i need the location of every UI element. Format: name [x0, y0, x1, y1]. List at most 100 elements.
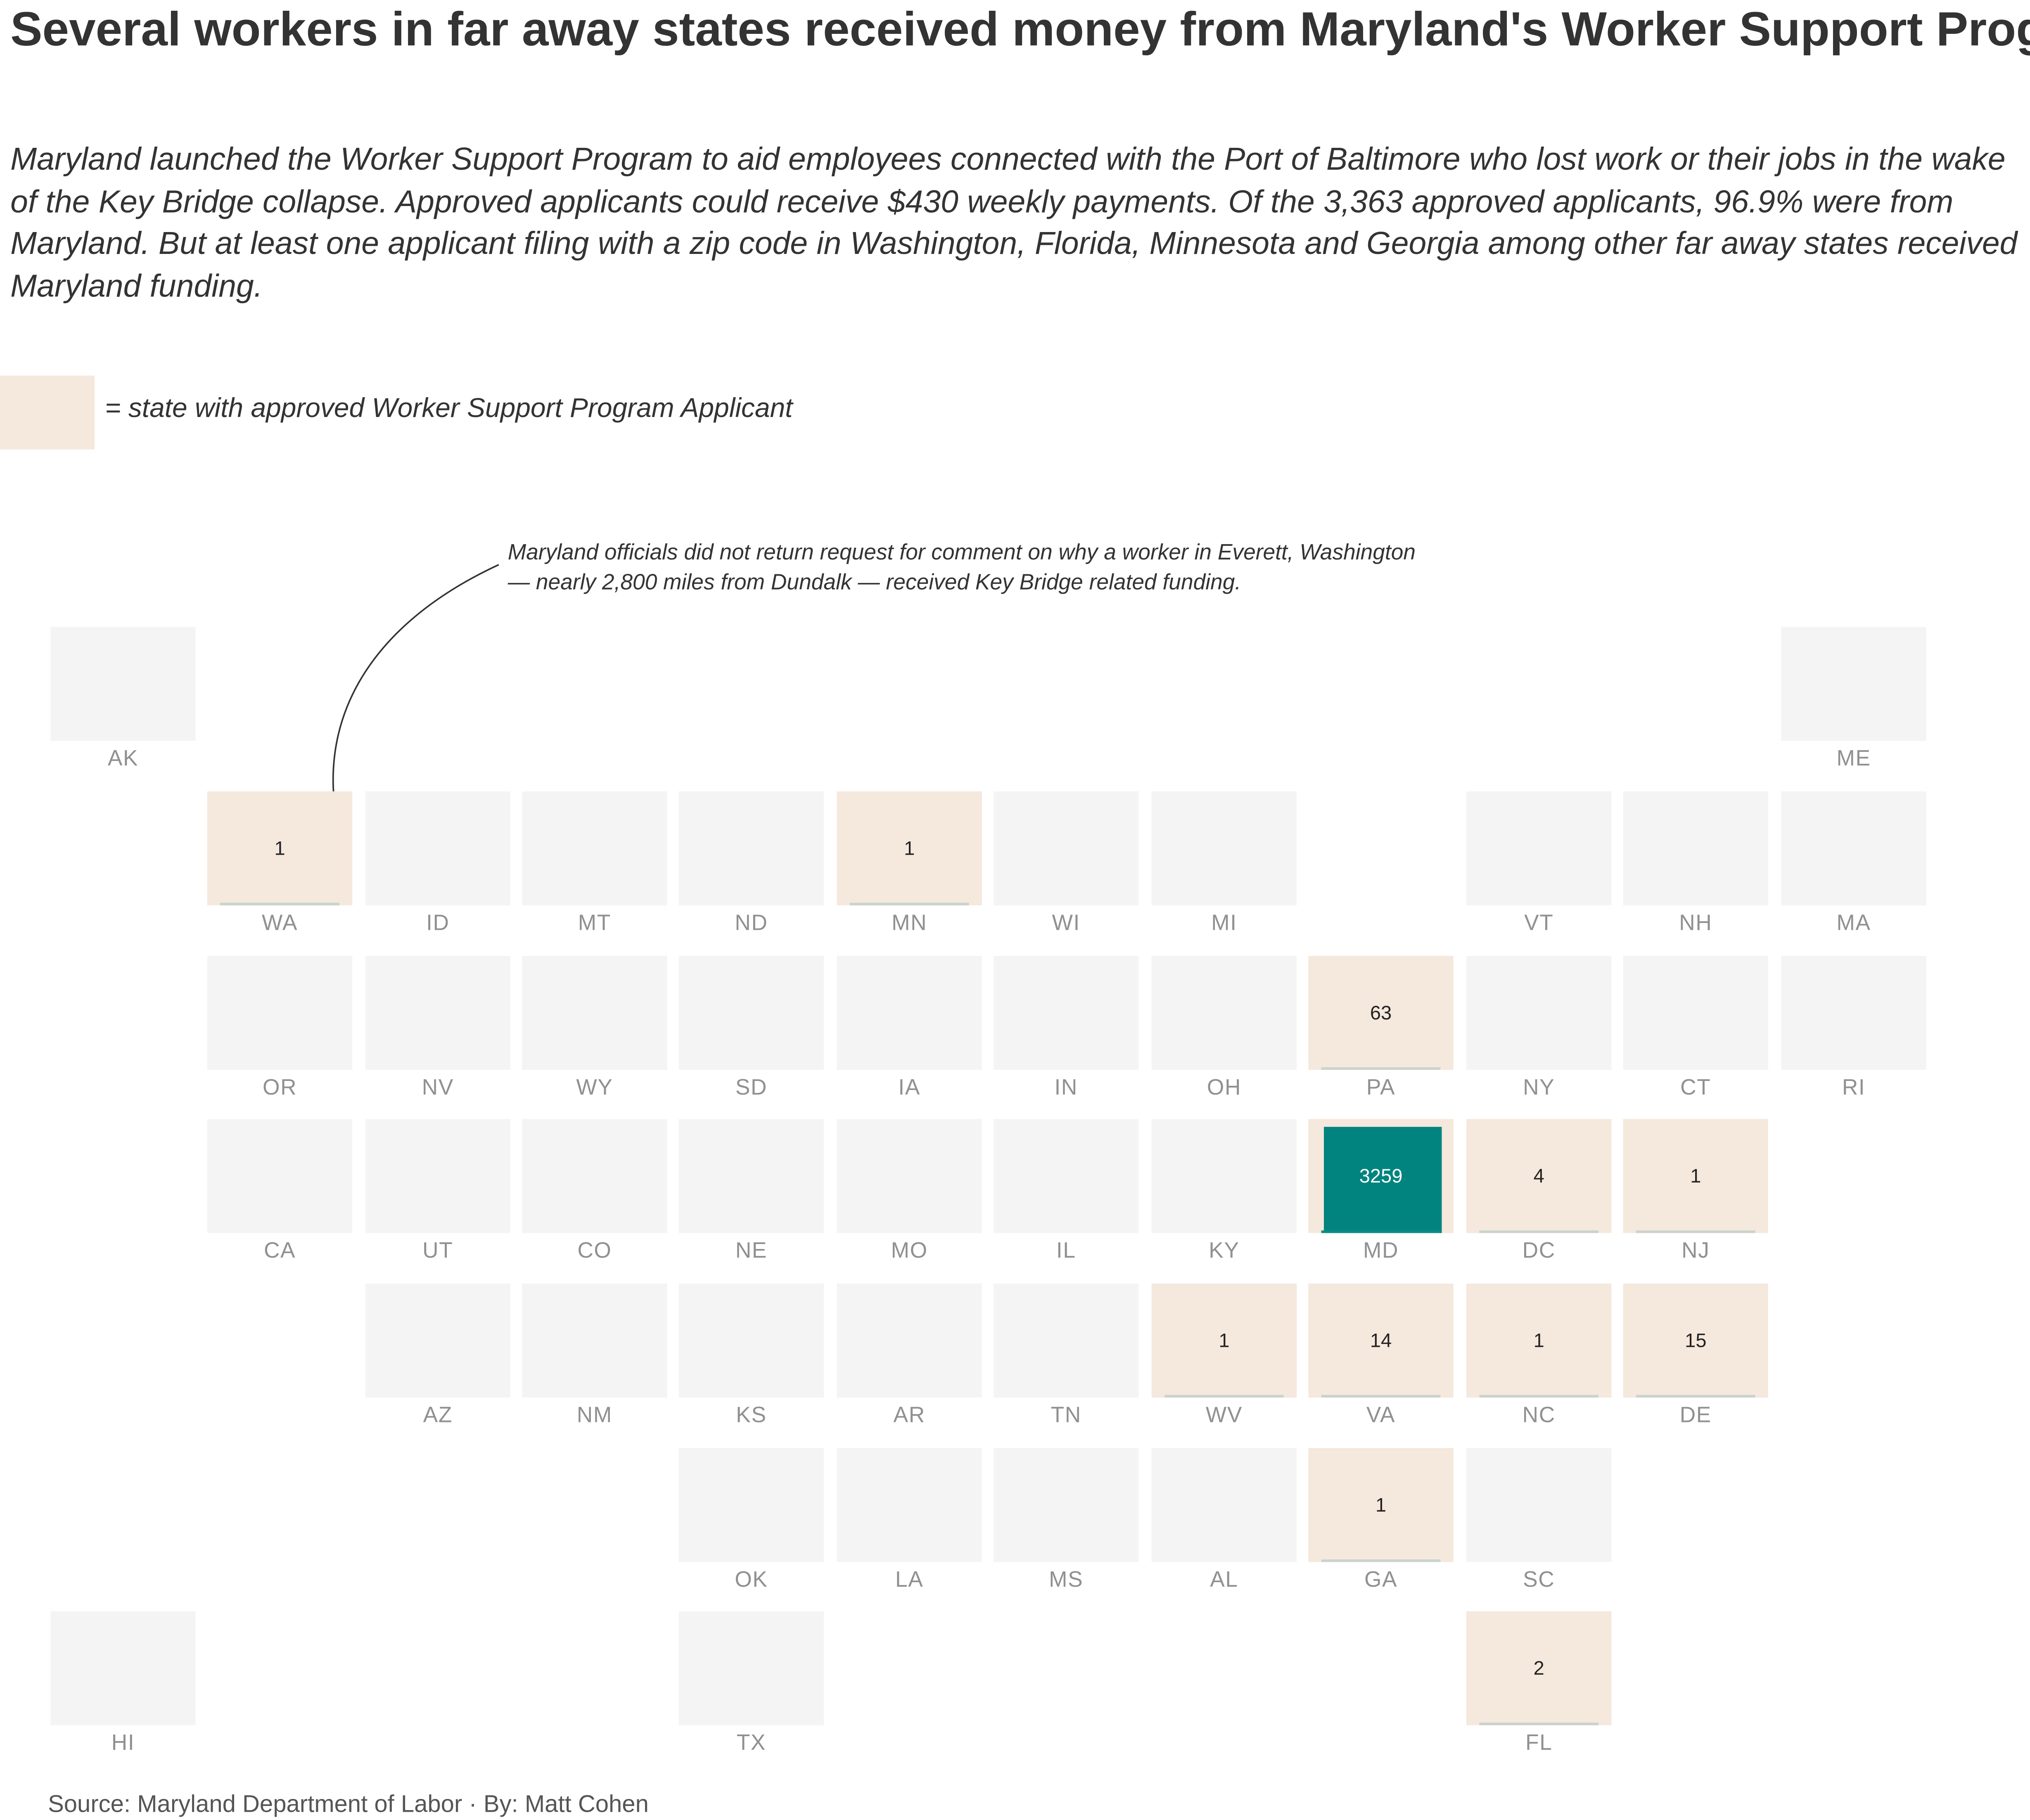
state-tile-sd: [678, 956, 824, 1070]
state-tile-ak: [50, 627, 196, 741]
state-label-me: ME: [1836, 746, 1871, 771]
state-tile-ne: [678, 1119, 824, 1233]
state-tile-de: 15: [1623, 1283, 1769, 1398]
state-tile-nj: 1: [1623, 1119, 1769, 1233]
state-label-wi: WI: [1052, 910, 1080, 935]
state-tile-ia: [837, 956, 982, 1070]
state-tile-ar: [837, 1283, 982, 1398]
state-tile-ut: [365, 1119, 510, 1233]
state-label-nd: ND: [735, 910, 768, 935]
annotation-text: Maryland officials did not return reques…: [508, 540, 1416, 595]
state-tile-nm: [522, 1283, 667, 1398]
state-tile-pa: 63: [1308, 956, 1454, 1070]
state-label-ut: UT: [422, 1238, 453, 1263]
state-tile-mo: [837, 1119, 982, 1233]
state-label-ct: CT: [1680, 1075, 1711, 1100]
state-tile-vt: [1466, 791, 1612, 905]
state-fill-md: [1324, 1127, 1442, 1233]
state-tile-il: [994, 1119, 1139, 1233]
state-label-dc: DC: [1522, 1238, 1556, 1263]
state-value-de: 15: [1685, 1329, 1707, 1352]
state-label-pa: PA: [1366, 1075, 1396, 1100]
state-label-mo: MO: [891, 1238, 928, 1263]
state-label-co: CO: [577, 1238, 612, 1263]
state-tile-ma: [1781, 791, 1926, 905]
state-tile-al: [1151, 1448, 1297, 1562]
state-tile-ca: [207, 1119, 353, 1233]
state-tile-tn: [994, 1283, 1139, 1398]
legend-swatch: [0, 375, 95, 450]
state-label-nh: NH: [1679, 910, 1712, 935]
state-tile-ri: [1781, 956, 1926, 1070]
source-credit: Source: Maryland Department of Labor · B…: [48, 1790, 649, 1818]
state-label-ms: MS: [1049, 1567, 1084, 1592]
state-tile-tx: [678, 1611, 824, 1725]
state-tile-id: [365, 791, 510, 905]
state-tile-fl: 2: [1466, 1611, 1612, 1725]
state-label-tx: TX: [736, 1730, 766, 1755]
state-value-wv: 1: [1219, 1329, 1230, 1352]
state-value-va: 14: [1370, 1329, 1392, 1352]
state-value-nj: 1: [1690, 1165, 1701, 1187]
state-tile-va: 14: [1308, 1283, 1454, 1398]
state-label-id: ID: [426, 910, 450, 935]
state-label-md: MD: [1363, 1238, 1399, 1263]
state-tile-ok: [678, 1448, 824, 1562]
state-value-mn: 1: [904, 837, 915, 860]
state-bar-md: [1321, 1230, 1441, 1233]
state-label-mi: MI: [1211, 910, 1237, 935]
state-label-mn: MN: [892, 910, 927, 935]
state-tile-or: [207, 956, 353, 1070]
state-label-or: OR: [263, 1075, 297, 1100]
state-tile-mn: 1: [837, 791, 982, 905]
state-tile-ny: [1466, 956, 1612, 1070]
state-tile-la: [837, 1448, 982, 1562]
state-tile-wy: [522, 956, 667, 1070]
state-label-ny: NY: [1523, 1075, 1555, 1100]
state-tile-mt: [522, 791, 667, 905]
state-tile-ct: [1623, 956, 1769, 1070]
state-label-ks: KS: [736, 1403, 767, 1427]
state-label-de: DE: [1679, 1403, 1712, 1427]
state-bar-wa: [220, 903, 339, 905]
state-value-fl: 2: [1533, 1657, 1544, 1680]
state-tile-dc: 4: [1466, 1119, 1612, 1233]
state-label-ri: RI: [1842, 1075, 1866, 1100]
state-label-oh: OH: [1207, 1075, 1242, 1100]
state-bar-va: [1321, 1395, 1441, 1398]
state-label-ky: KY: [1209, 1238, 1240, 1263]
state-label-la: LA: [895, 1567, 924, 1592]
state-label-nc: NC: [1522, 1403, 1556, 1427]
state-tile-wv: 1: [1151, 1283, 1297, 1398]
state-label-ma: MA: [1836, 910, 1871, 935]
state-label-ca: CA: [263, 1238, 296, 1263]
state-label-ar: AR: [893, 1403, 925, 1427]
state-tile-co: [522, 1119, 667, 1233]
state-label-sc: SC: [1523, 1567, 1555, 1592]
state-label-il: IL: [1056, 1238, 1076, 1263]
state-label-ga: GA: [1364, 1567, 1398, 1592]
state-tile-wa: 1: [207, 791, 353, 905]
state-bar-mn: [849, 903, 969, 905]
state-tile-mi: [1151, 791, 1297, 905]
state-tile-in: [994, 956, 1139, 1070]
legend-label: = state with approved Worker Support Pro…: [105, 393, 793, 424]
state-tile-ga: 1: [1308, 1448, 1454, 1562]
state-tile-ks: [678, 1283, 824, 1398]
state-label-tn: TN: [1051, 1403, 1081, 1427]
state-bar-fl: [1479, 1723, 1599, 1725]
state-value-pa: 63: [1370, 1002, 1392, 1024]
annotation-leader-line: [332, 564, 499, 820]
state-label-va: VA: [1366, 1403, 1396, 1427]
state-label-wa: WA: [262, 910, 298, 935]
chart-subtitle: Maryland launched the Worker Support Pro…: [10, 142, 2018, 304]
chart-title: Several workers in far away states recei…: [10, 2, 2030, 56]
state-tile-ky: [1151, 1119, 1297, 1233]
state-label-vt: VT: [1524, 910, 1554, 935]
state-label-wy: WY: [576, 1075, 613, 1100]
state-tile-ms: [994, 1448, 1139, 1562]
state-bar-dc: [1479, 1230, 1599, 1233]
state-label-fl: FL: [1525, 1730, 1553, 1755]
state-tile-hi: [50, 1611, 196, 1725]
